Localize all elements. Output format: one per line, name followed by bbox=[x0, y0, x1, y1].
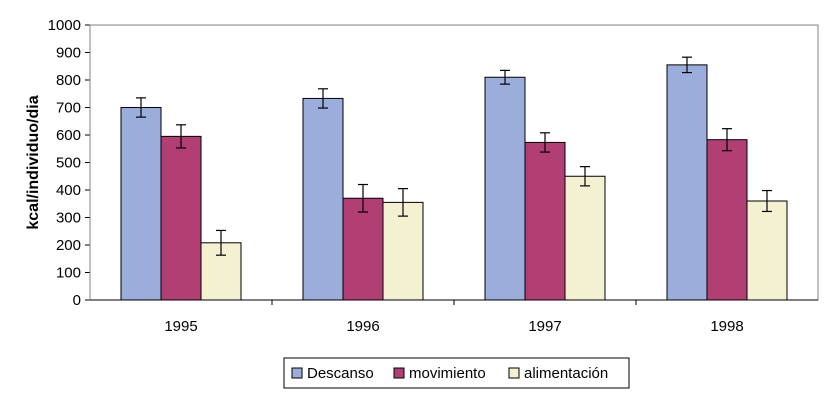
x-axis-ticks: 1995 1996 1997 1998 bbox=[90, 299, 818, 335]
y-tick-label: 800 bbox=[56, 72, 81, 89]
bar bbox=[342, 197, 384, 301]
legend-swatch bbox=[291, 367, 303, 379]
bar bbox=[160, 135, 202, 301]
y-tick-label: 900 bbox=[56, 45, 81, 62]
bar bbox=[302, 97, 344, 301]
y-tick-label: 400 bbox=[56, 182, 81, 199]
bar bbox=[706, 139, 748, 301]
x-tick-label: 1998 bbox=[710, 318, 743, 335]
bar bbox=[484, 76, 526, 301]
bars-group bbox=[120, 64, 788, 301]
legend-label: Descanso bbox=[307, 365, 374, 382]
legend-label: movimiento bbox=[409, 365, 486, 382]
y-axis-ticks: 0 100 200 300 400 500 600 700 800 900 1000 bbox=[48, 17, 91, 309]
bar bbox=[120, 107, 162, 301]
y-tick-label: 500 bbox=[56, 155, 81, 172]
y-tick-label: 300 bbox=[56, 210, 81, 227]
y-tick-label: 600 bbox=[56, 127, 81, 144]
x-tick-label: 1995 bbox=[164, 318, 197, 335]
y-tick-label: 1000 bbox=[48, 17, 81, 34]
bar bbox=[524, 141, 566, 301]
y-tick-label: 200 bbox=[56, 237, 81, 254]
y-axis-title: kcal/individuo/dia bbox=[25, 95, 42, 229]
x-tick-label: 1996 bbox=[346, 318, 379, 335]
y-tick-label: 100 bbox=[56, 265, 81, 282]
y-tick-label: 700 bbox=[56, 100, 81, 117]
legend: Descanso movimiento alimentación bbox=[283, 357, 630, 389]
legend-label: alimentación bbox=[524, 365, 608, 382]
x-tick-label: 1997 bbox=[528, 318, 561, 335]
legend-swatch bbox=[393, 367, 405, 379]
legend-box bbox=[283, 357, 630, 389]
error-bars-group bbox=[136, 56, 772, 256]
bar bbox=[564, 175, 606, 301]
y-tick-label: 0 bbox=[73, 292, 81, 309]
bar bbox=[666, 64, 708, 301]
bar bbox=[382, 201, 424, 301]
bar bbox=[746, 200, 788, 301]
legend-swatch bbox=[508, 367, 520, 379]
